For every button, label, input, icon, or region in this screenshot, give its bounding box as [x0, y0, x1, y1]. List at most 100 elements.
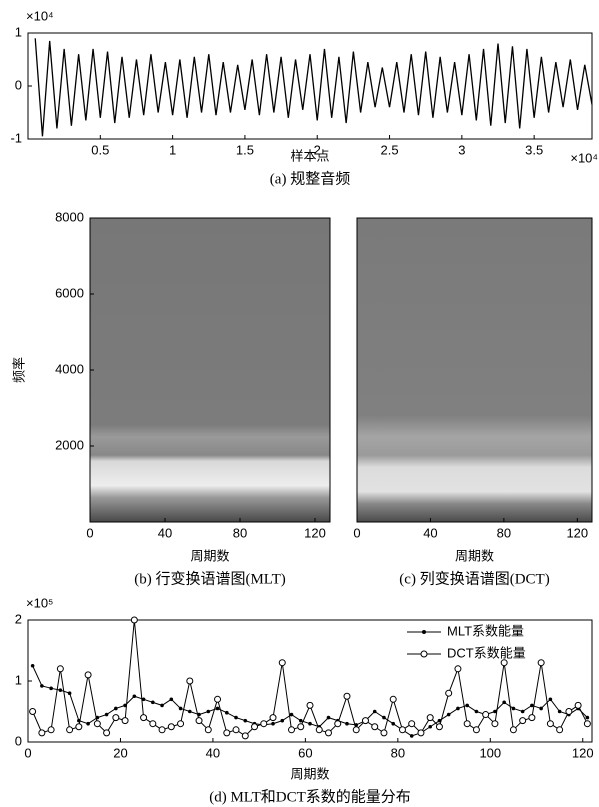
marker [585, 715, 590, 720]
x-tick-label: 120 [304, 525, 326, 540]
marker [169, 697, 174, 702]
x-multiplier: ×10⁴ [570, 150, 598, 165]
x-tick-label: 3.5 [525, 142, 543, 157]
caption: (c) 列变换语谱图(DCT) [399, 570, 549, 587]
plot-area [89, 217, 331, 523]
caption: (d) MLT和DCT系数的能量分布 [209, 788, 411, 805]
y-tick-label: 6000 [55, 285, 84, 300]
marker [509, 726, 517, 734]
marker [474, 709, 479, 714]
marker [121, 717, 129, 725]
marker [511, 706, 516, 711]
marker [493, 709, 497, 714]
marker [112, 714, 120, 722]
x-axis-label: 样本点 [290, 148, 329, 163]
y-tick-label: 8000 [55, 209, 84, 224]
marker [186, 677, 194, 685]
marker [167, 723, 175, 731]
marker [391, 721, 396, 726]
marker [104, 712, 109, 717]
x-tick-label: 120 [572, 745, 594, 760]
marker [472, 726, 480, 734]
x-tick-label: 60 [298, 745, 312, 760]
marker [75, 723, 83, 731]
marker [500, 659, 508, 667]
marker [389, 695, 397, 703]
x-tick-label: 80 [233, 525, 247, 540]
marker [178, 706, 183, 711]
caption: (a) 规整音频 [270, 170, 350, 187]
marker [409, 734, 414, 738]
legend-label: DCT系数能量 [447, 645, 526, 660]
marker [188, 709, 192, 714]
marker [47, 726, 55, 734]
marker [223, 729, 231, 737]
x-tick-label: 2 [314, 142, 321, 157]
marker [214, 695, 222, 703]
marker [93, 720, 101, 728]
marker [132, 694, 137, 699]
marker [361, 717, 369, 725]
marker [437, 718, 442, 723]
marker [251, 723, 259, 731]
x-tick-label: 1.5 [236, 142, 254, 157]
data-line [34, 38, 593, 137]
marker [530, 703, 534, 708]
marker [149, 720, 157, 728]
legend-label: MLT系数能量 [447, 623, 524, 638]
marker [204, 726, 212, 734]
marker [408, 720, 416, 728]
marker [445, 689, 453, 697]
marker [298, 718, 303, 723]
x-tick-label: 40 [423, 525, 437, 540]
marker [352, 726, 360, 734]
marker [428, 724, 432, 729]
marker [491, 720, 499, 728]
x-tick-label: 20 [113, 745, 127, 760]
marker [84, 671, 92, 679]
marker [195, 717, 203, 725]
marker [67, 691, 72, 695]
marker [86, 721, 90, 726]
marker [519, 717, 527, 725]
marker [243, 718, 248, 723]
marker [574, 701, 582, 709]
marker [456, 706, 460, 711]
marker [66, 726, 74, 734]
marker [224, 710, 229, 715]
marker [380, 729, 388, 737]
marker [158, 726, 166, 734]
caption: (b) 行变换语谱图(MLT) [134, 570, 286, 587]
marker [269, 714, 277, 722]
marker [306, 701, 314, 709]
y-multiplier: ×10⁴ [26, 8, 54, 23]
marker [502, 700, 506, 705]
marker [141, 697, 146, 702]
x-tick-label: 80 [497, 525, 511, 540]
marker [326, 715, 331, 720]
x-tick-label: 0 [353, 525, 360, 540]
marker [315, 726, 323, 734]
plot-area [27, 32, 593, 140]
marker [271, 721, 275, 726]
marker [435, 723, 443, 731]
marker [38, 729, 46, 737]
marker [297, 723, 305, 731]
marker [382, 715, 386, 720]
marker [40, 684, 44, 688]
y-tick-label: 2 [15, 611, 22, 626]
y-multiplier: ×10⁵ [26, 595, 53, 610]
legend-marker [420, 650, 428, 658]
marker [343, 692, 351, 700]
marker [417, 729, 425, 737]
marker [324, 729, 332, 737]
y-tick-label: 1 [15, 24, 22, 39]
x-axis-label: 周期数 [290, 766, 329, 781]
x-tick-label: 80 [391, 745, 405, 760]
y-tick-label: 0 [15, 77, 22, 92]
x-axis-label: 周期数 [190, 548, 229, 563]
x-axis-label: 周期数 [455, 548, 494, 563]
marker [583, 720, 591, 728]
marker [130, 616, 138, 624]
